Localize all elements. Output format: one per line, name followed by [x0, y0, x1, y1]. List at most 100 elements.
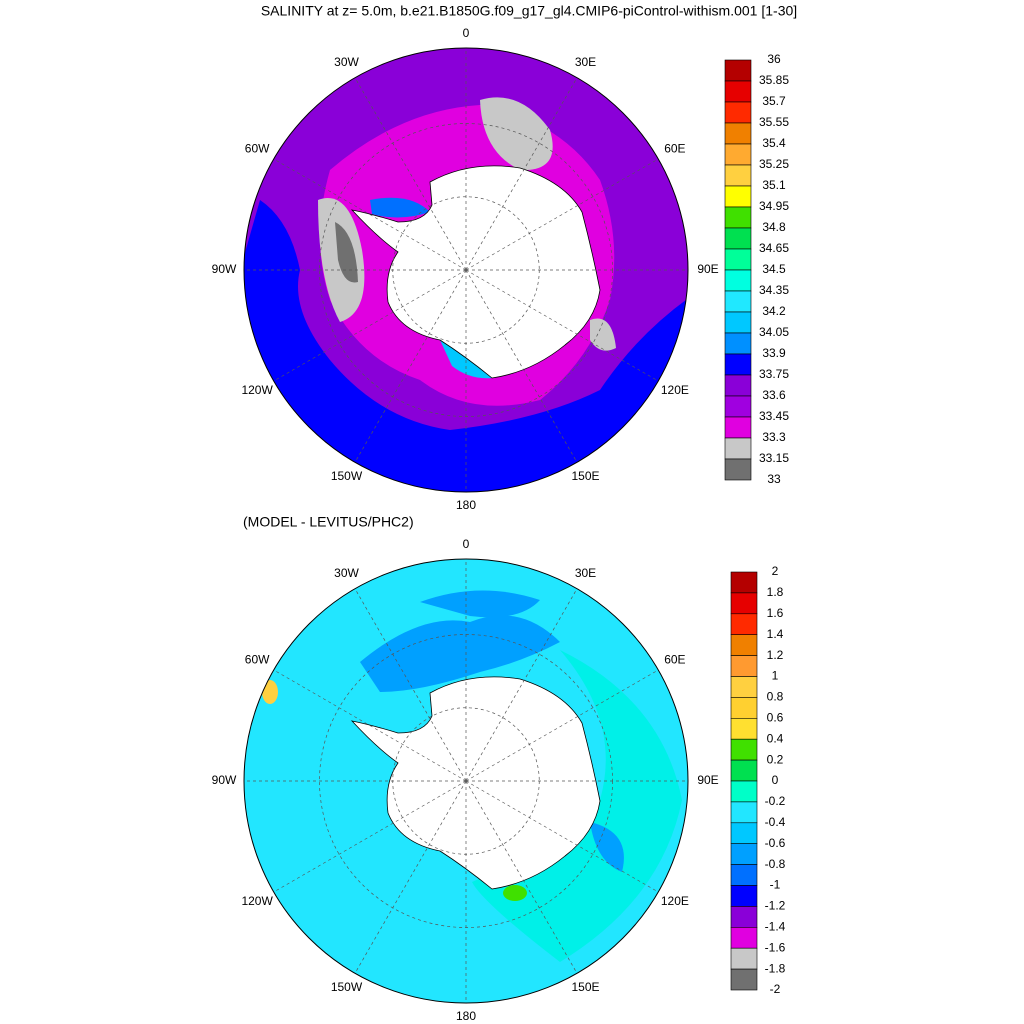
colorbar-box [724, 458, 752, 481]
colorbar-label: 1.8 [767, 585, 784, 599]
colorbar-box [724, 437, 752, 460]
longitude-label: 30W [334, 566, 359, 580]
colorbar-label: 35.55 [759, 115, 789, 129]
field [480, 97, 553, 171]
longitude-label: 150E [571, 469, 599, 483]
colorbar-label: 2 [772, 564, 779, 578]
colorbar-box [730, 947, 758, 970]
longitude-label: 90E [697, 773, 718, 787]
colorbar-box [724, 143, 752, 166]
graticule [465, 158, 659, 271]
colorbar-box [724, 122, 752, 145]
colorbar-label: -1.4 [765, 919, 786, 933]
field [262, 680, 278, 704]
colorbar-label: -0.4 [765, 815, 786, 829]
colorbar-box [730, 676, 758, 698]
longitude-label: 180 [456, 498, 476, 512]
map-title: (MODEL - LEVITUS/PHC2) [243, 514, 414, 530]
map-border [243, 47, 689, 493]
graticule [465, 269, 578, 463]
colorbar-box [730, 926, 758, 949]
graticule [354, 269, 467, 463]
colorbar-box [730, 613, 758, 635]
colorbar-box [730, 968, 758, 991]
field [420, 590, 540, 618]
colorbar-label: 35.1 [762, 178, 786, 192]
field [440, 339, 492, 379]
longitude-label: 120W [241, 894, 273, 908]
colorbar-box [724, 248, 752, 271]
colorbar-box [724, 227, 752, 250]
longitude-label: 120W [241, 383, 273, 397]
colorbar-box [724, 185, 752, 208]
graticule [273, 669, 467, 782]
longitude-label: 60W [245, 142, 270, 156]
longitude-label: 120E [661, 894, 689, 908]
colorbar-box [730, 759, 758, 782]
field [472, 650, 682, 962]
colorbar-box [730, 822, 758, 844]
colorbar-box [724, 206, 752, 229]
colorbar-label: -0.8 [765, 857, 786, 871]
longitude-label: 0 [463, 26, 470, 40]
longitude-label: 0 [463, 537, 470, 551]
longitude-label: 60E [664, 142, 685, 156]
map-title: SALINITY at z= 5.0m, b.e21.B1850G.f09_g1… [261, 3, 797, 19]
longitude-label: 90W [212, 773, 237, 787]
longitude-label: 150E [571, 980, 599, 994]
colorbar-label: -0.6 [765, 836, 786, 850]
longitude-label: 120E [661, 383, 689, 397]
colorbar-label: 35.4 [762, 136, 786, 150]
colorbar-label: 0.6 [767, 710, 784, 724]
colorbar-label: 1.6 [767, 606, 784, 620]
graticule [465, 77, 578, 271]
colorbar-label: 33.6 [762, 388, 786, 402]
longitude-label: 60W [245, 653, 270, 667]
colorbar-box [730, 655, 758, 677]
colorbar-label: -1 [770, 878, 781, 892]
longitude-label: 30W [334, 55, 359, 69]
colorbar-label: 1.2 [767, 648, 784, 662]
colorbar-box [724, 353, 752, 376]
colorbar-label: 34.95 [759, 199, 789, 213]
colorbar-box [730, 885, 758, 907]
field [590, 318, 616, 351]
field [244, 200, 688, 492]
longitude-label: 30E [575, 566, 596, 580]
colorbar-box [730, 738, 758, 761]
colorbar-box [730, 717, 758, 740]
graticule [354, 588, 467, 782]
colorbar-label: 34.05 [759, 325, 789, 339]
longitude-label: 30E [575, 55, 596, 69]
colorbar-label: 35.7 [762, 94, 786, 108]
colorbar-box [730, 801, 758, 824]
field [360, 615, 560, 692]
colorbar-label: 36 [767, 52, 781, 66]
map-border [243, 558, 689, 1004]
colorbar-label: -2 [770, 982, 781, 996]
colorbar-label: 34.65 [759, 241, 789, 255]
colorbar-label: 33.45 [759, 409, 789, 423]
colorbar-box [724, 164, 752, 187]
field [503, 885, 527, 901]
colorbar-label: 35.25 [759, 157, 789, 171]
colorbar-label: 0.2 [767, 752, 784, 766]
colorbar-box [724, 290, 752, 313]
map-field [244, 48, 688, 492]
graticule [354, 780, 467, 974]
colorbar-box [730, 634, 758, 656]
colorbar-box [724, 59, 752, 82]
colorbar-label: 0.8 [767, 690, 784, 704]
colorbar-box [730, 571, 758, 594]
colorbar-box [724, 269, 752, 292]
colorbar-label: 1.4 [767, 627, 784, 641]
colorbar-box [730, 864, 758, 886]
colorbar-label: 33.9 [762, 346, 786, 360]
graticule [465, 780, 578, 974]
colorbar-label: -1.8 [765, 961, 786, 975]
longitude-label: 60E [664, 653, 685, 667]
colorbar-box [724, 374, 752, 397]
field [335, 222, 358, 283]
colorbar-label: 33.3 [762, 430, 786, 444]
